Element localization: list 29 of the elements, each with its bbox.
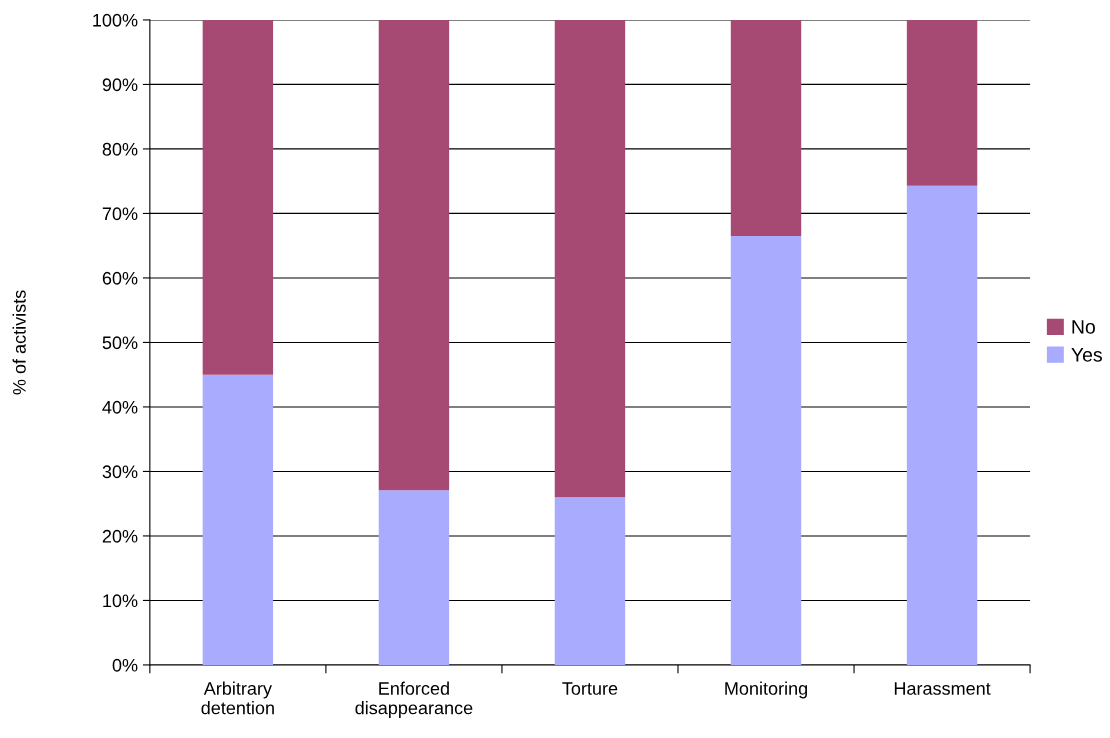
y-tick-label: 40%	[102, 400, 138, 414]
bar	[378, 490, 450, 665]
x-tick-label: Torture	[562, 682, 618, 695]
x-tick-label: Harassment	[894, 682, 991, 695]
y-tick-label: 80%	[102, 142, 138, 156]
y-tick-label: 90%	[102, 78, 138, 92]
bar	[730, 236, 802, 665]
bar	[554, 497, 626, 665]
y-tick-label: 10%	[103, 594, 138, 608]
y-axis-title: % of activists	[12, 290, 26, 395]
legend-label: Yes	[1071, 348, 1102, 362]
y-tick-label: 20%	[102, 529, 138, 543]
y-tick-label: 70%	[102, 207, 138, 221]
y-tick-label: 30%	[102, 465, 138, 479]
bar	[202, 19, 274, 375]
y-tick-label: 50%	[102, 336, 138, 350]
legend-label: No	[1072, 320, 1095, 334]
y-tick-label: 60%	[102, 271, 138, 285]
y-tick-label: 100%	[93, 13, 138, 27]
bar	[554, 19, 626, 498]
y-tick-label: 0%	[112, 658, 138, 672]
x-tick-label: Monitoring	[725, 681, 807, 699]
bar	[730, 19, 802, 237]
bar	[378, 19, 450, 491]
x-tick-label: Arbitrary detention	[201, 681, 274, 715]
bar	[906, 19, 978, 186]
x-tick-label: Enforced disappearance	[355, 681, 473, 718]
bar	[202, 374, 274, 665]
bar	[906, 185, 978, 665]
